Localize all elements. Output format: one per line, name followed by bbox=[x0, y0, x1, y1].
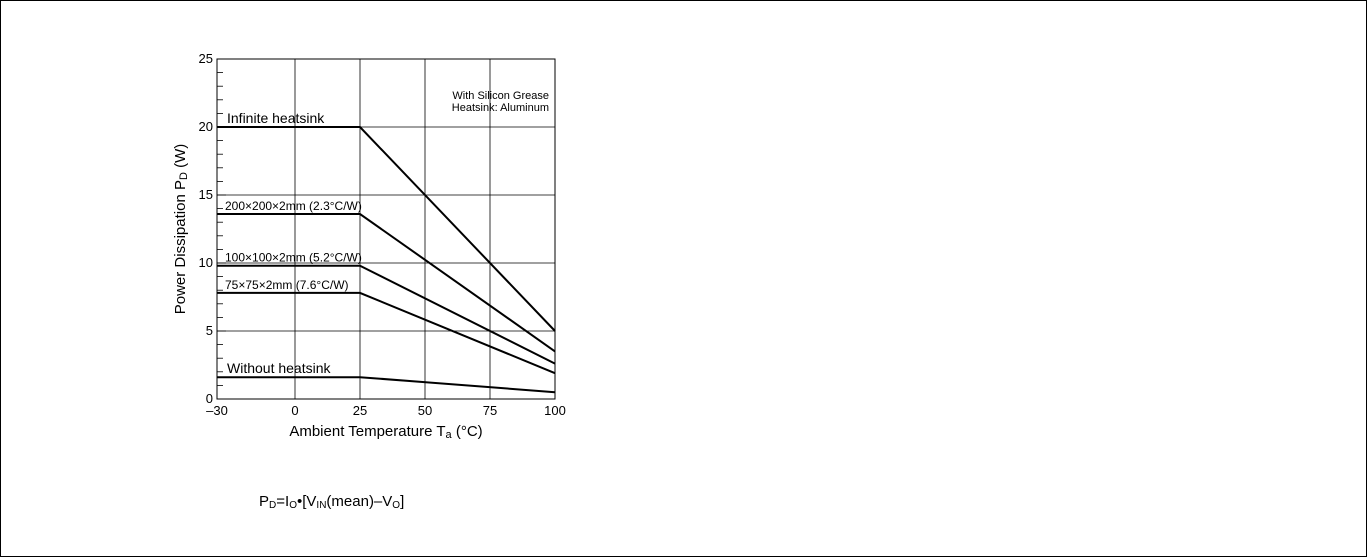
series-line-2 bbox=[217, 264, 556, 365]
series-line-0 bbox=[217, 126, 556, 332]
power-formula: PD=IO•[VIN(mean)–VO] bbox=[259, 493, 405, 511]
formula-eq: =I bbox=[276, 493, 290, 510]
series-lines bbox=[217, 126, 556, 394]
formula-vo-sub: O bbox=[392, 500, 401, 511]
y-tick-label: 0 bbox=[206, 391, 213, 406]
y-tick-label: 5 bbox=[206, 323, 213, 338]
annotation-line-1: With Silicon Grease bbox=[452, 90, 549, 102]
series-label-3: 75×75×2mm (7.6°C/W) bbox=[225, 278, 349, 292]
x-tick-label: 75 bbox=[483, 403, 497, 418]
formula-p: P bbox=[259, 493, 270, 510]
formula-i-sub: O bbox=[289, 500, 297, 511]
series-label-4: Without heatsink bbox=[227, 360, 331, 376]
formula-v-sub: IN bbox=[316, 500, 327, 511]
x-axis-label: Ambient Temperature Ta (°C) bbox=[289, 423, 482, 441]
x-tick-label: 100 bbox=[544, 403, 566, 418]
y-tick-label: 25 bbox=[199, 51, 213, 66]
series-label-2: 100×100×2mm (5.2°C/W) bbox=[225, 251, 362, 265]
y-tick-label: 20 bbox=[199, 119, 213, 134]
formula-close: ] bbox=[400, 493, 405, 510]
y-tick-label: 15 bbox=[199, 187, 213, 202]
formula-mean: (mean)–V bbox=[326, 493, 393, 510]
y-axis-label: Power Dissipation PD (W) bbox=[172, 144, 190, 315]
plot-frame bbox=[216, 58, 556, 400]
formula-v: [V bbox=[302, 493, 317, 510]
series-line-4 bbox=[217, 376, 556, 394]
x-tick-label: 25 bbox=[353, 403, 367, 418]
series-label-1: 200×200×2mm (2.3°C/W) bbox=[225, 199, 362, 213]
y-tick-label: 10 bbox=[199, 255, 213, 270]
formula-p-sub: D bbox=[269, 500, 277, 511]
x-tick-label: 50 bbox=[418, 403, 432, 418]
x-tick-label: –30 bbox=[206, 403, 228, 418]
series-line-1 bbox=[217, 213, 556, 353]
annotation-line-2: Heatsink: Aluminum bbox=[452, 102, 549, 114]
series-line-3 bbox=[217, 291, 556, 375]
series-label-0: Infinite heatsink bbox=[227, 110, 325, 126]
formula-dot: • bbox=[296, 493, 303, 510]
series-labels: Infinite heatsink 200×200×2mm (2.3°C/W) 10… bbox=[225, 110, 362, 376]
minor-ticks bbox=[217, 58, 226, 400]
x-tick-label: 0 bbox=[291, 403, 298, 418]
